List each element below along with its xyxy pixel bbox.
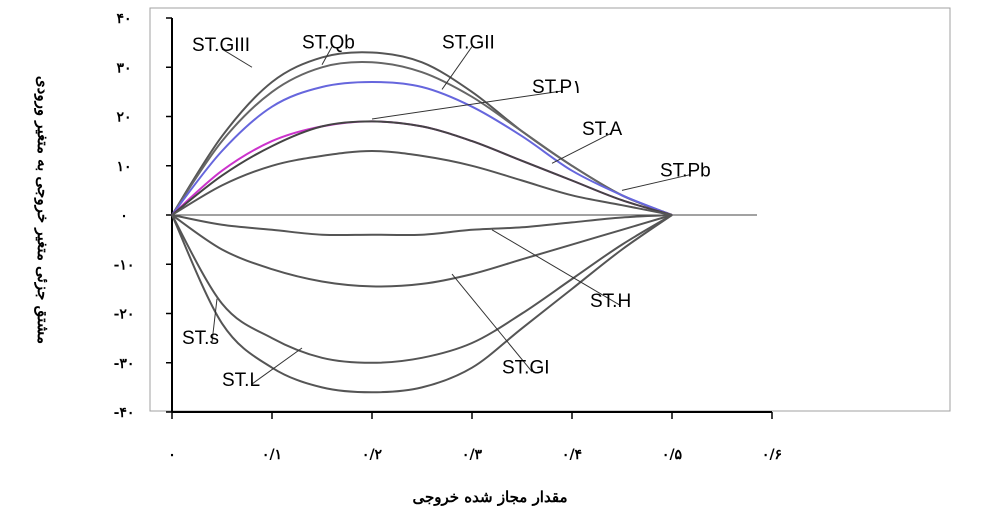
y-tick-label: ۱۰	[116, 159, 131, 175]
x-tick-label: ۰/۲	[362, 447, 383, 463]
series-label: ST.Qb	[302, 33, 355, 54]
y-tick-label: -۴۰	[114, 405, 135, 421]
series-label: ST.L	[222, 370, 260, 391]
series-layer	[172, 52, 672, 392]
x-tick-label: ۰/۴	[562, 447, 582, 463]
series-label: ST.GIII	[192, 35, 250, 56]
y-tick-label: ۴۰	[116, 11, 131, 27]
series-label: ST.GI	[502, 358, 550, 379]
x-axis-title: مقدار مجاز شده خروجی	[413, 488, 568, 506]
y-axis-title: مشتق جزئی متغیر خروجی به متغیر ورودی	[34, 76, 52, 344]
x-tick-label: ۰/۶	[762, 447, 782, 463]
plot-frame	[150, 8, 950, 411]
series-label: ST.H	[590, 291, 631, 312]
series-label: ST.Pb	[660, 161, 711, 182]
y-tick-label: -۱۰	[114, 257, 135, 273]
y-tick-label: -۲۰	[114, 307, 135, 323]
series-line-st-gii	[172, 82, 672, 215]
x-tick-label: ۰/۳	[462, 447, 483, 463]
x-tick-label: ۰/۵	[662, 447, 683, 463]
series-line-st-gi	[172, 215, 672, 286]
y-tick-label: ۳۰	[116, 60, 131, 76]
tick-labels: ۴۰ ۳۰ ۲۰ ۱۰ ۰ -۱۰ -۲۰ -۳۰ -۴۰ ۰ ۰/۱ ۰/۲ ۰/۳ ۰/۴ ۰/۵ ۰/۶	[114, 11, 783, 463]
y-tick-label: ۲۰	[116, 110, 131, 126]
series-label: ST.P۱	[532, 77, 582, 98]
x-tick-label: ۰/۱	[262, 447, 282, 463]
y-tick-label: -۳۰	[114, 356, 135, 372]
y-tick-label: ۰	[120, 208, 128, 224]
series-label: ST.A	[582, 119, 622, 140]
series-line-st-h	[172, 215, 672, 235]
series-label: ST.GII	[442, 33, 495, 54]
x-tick-label: ۰	[168, 447, 176, 463]
series-label: ST.s	[182, 328, 219, 349]
